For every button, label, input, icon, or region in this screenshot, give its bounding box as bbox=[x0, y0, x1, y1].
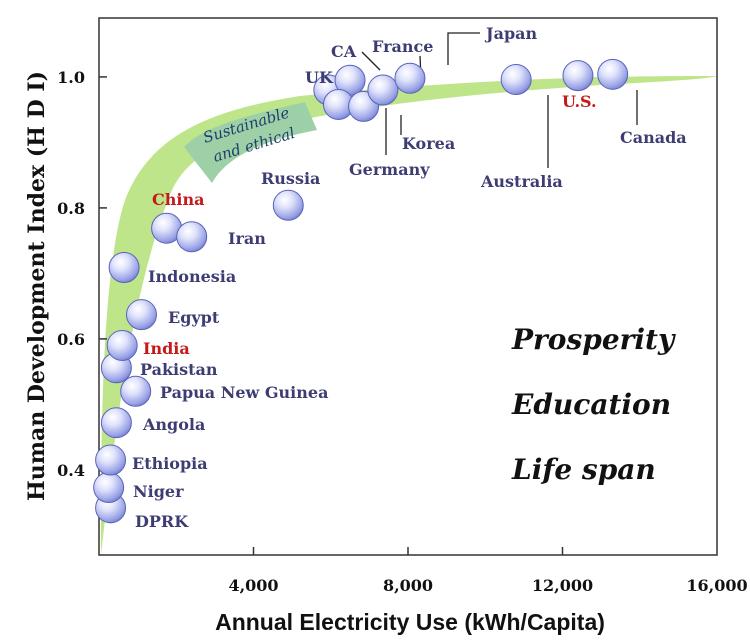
theme-education: Education bbox=[511, 388, 671, 421]
x-tick-label: 8,000 bbox=[383, 576, 433, 595]
theme-prosperity: Prosperity bbox=[511, 323, 676, 356]
point-label-egypt: Egypt bbox=[168, 308, 220, 327]
x-tick-label: 12,000 bbox=[532, 576, 593, 595]
data-point-papua-new-guinea bbox=[120, 375, 152, 407]
point-label-france: France bbox=[372, 37, 433, 56]
data-point-niger bbox=[93, 472, 125, 504]
y-tick-label: 1.0 bbox=[57, 68, 85, 87]
point-label-japan: Japan bbox=[484, 24, 537, 43]
data-point-india bbox=[106, 329, 138, 361]
theme-life-span: Life span bbox=[511, 453, 656, 486]
point-label-uk: UK bbox=[305, 68, 334, 87]
data-point-france bbox=[367, 74, 399, 106]
data-point-canada bbox=[597, 58, 629, 90]
y-axis-label: Human Development Index (H D I) bbox=[24, 71, 50, 501]
data-point-angola bbox=[100, 407, 132, 439]
point-label-india: India bbox=[143, 339, 190, 358]
country-labels: DPRK Niger Ethiopia Angola Papua New Gui… bbox=[132, 24, 687, 531]
point-label-indonesia: Indonesia bbox=[148, 267, 236, 286]
x-tick-label: 16,000 bbox=[686, 576, 747, 595]
y-tick-label: 0.8 bbox=[57, 199, 85, 218]
x-axis-ticks: 4,000 8,000 12,000 16,000 bbox=[228, 547, 748, 595]
point-label-canada: Canada bbox=[620, 128, 687, 147]
y-tick-label: 0.6 bbox=[57, 330, 85, 349]
data-point-australia bbox=[500, 64, 532, 96]
point-label-korea: Korea bbox=[402, 134, 455, 153]
data-point-iran bbox=[176, 221, 208, 253]
point-label-germany: Germany bbox=[349, 160, 430, 179]
point-label-china: China bbox=[152, 190, 204, 209]
x-axis-label: Annual Electricity Use (kWh/Capita) bbox=[215, 609, 605, 635]
point-label-ca: CA bbox=[331, 42, 357, 61]
label-leader-lines bbox=[361, 32, 638, 168]
point-label-pakistan: Pakistan bbox=[140, 360, 218, 379]
point-label-angola: Angola bbox=[142, 415, 205, 434]
data-point-russia bbox=[272, 189, 304, 221]
point-label-dprk: DPRK bbox=[135, 512, 189, 531]
data-point-u-s bbox=[562, 60, 594, 92]
point-label-us: U.S. bbox=[562, 92, 597, 111]
point-label-iran: Iran bbox=[228, 229, 266, 248]
point-label-niger: Niger bbox=[133, 482, 184, 501]
point-label-papua-new-guinea: Papua New Guinea bbox=[160, 383, 328, 402]
data-points bbox=[93, 58, 629, 524]
data-point-egypt bbox=[125, 299, 157, 331]
y-tick-label: 0.4 bbox=[57, 461, 85, 480]
sustainable-band-segment bbox=[184, 102, 317, 183]
data-point-indonesia bbox=[108, 252, 140, 284]
point-label-russia: Russia bbox=[261, 169, 320, 188]
data-point-japan bbox=[394, 62, 426, 94]
y-axis-ticks: 0.4 0.6 0.8 1.0 bbox=[57, 68, 107, 480]
point-label-australia: Australia bbox=[480, 172, 563, 191]
point-label-ethiopia: Ethiopia bbox=[132, 454, 208, 473]
data-point-ethiopia bbox=[95, 444, 127, 476]
x-tick-label: 4,000 bbox=[228, 576, 278, 595]
